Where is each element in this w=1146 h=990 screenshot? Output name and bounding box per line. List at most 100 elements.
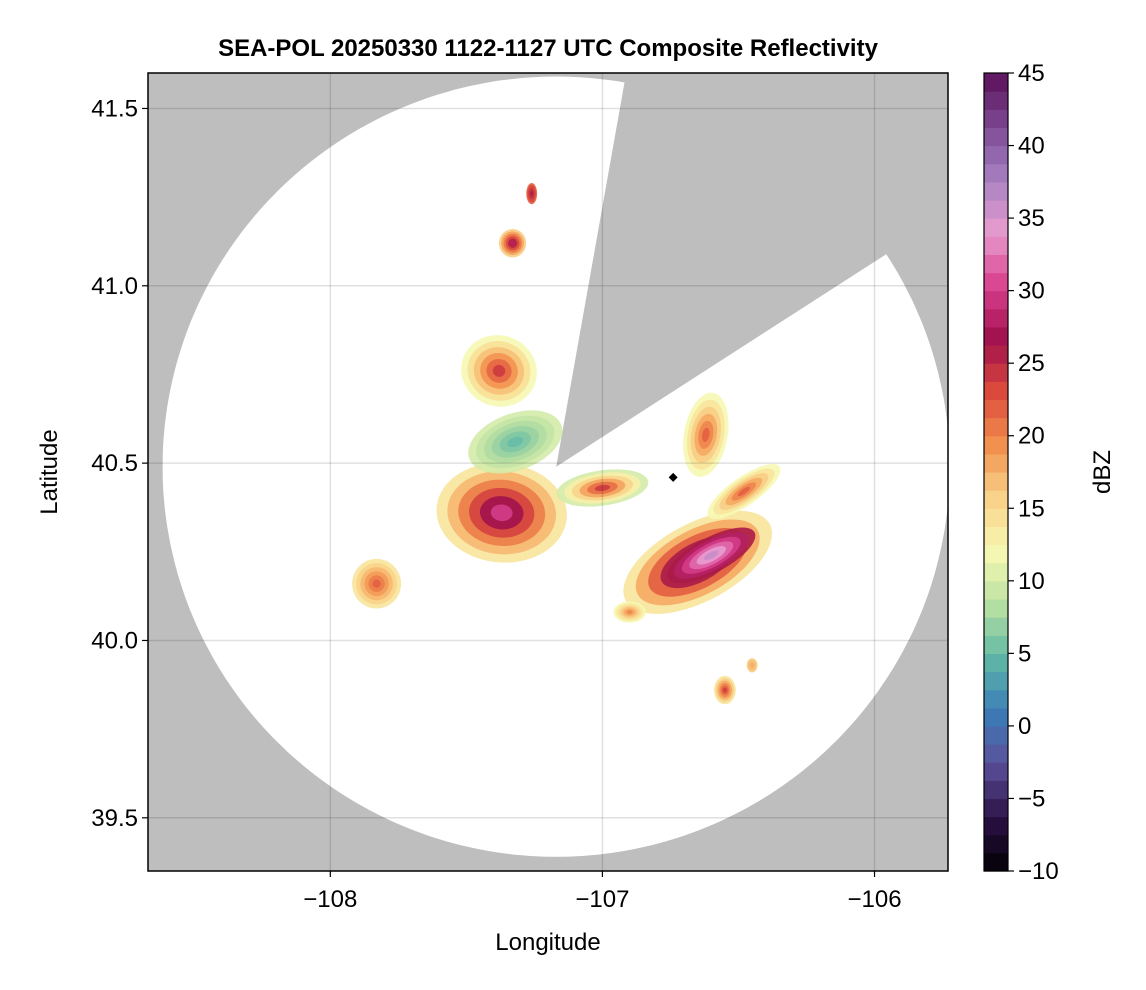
colorbar-step xyxy=(984,852,1008,872)
colorbar-tick-label: 40 xyxy=(1018,133,1045,160)
x-tick-label: −106 xyxy=(847,886,901,913)
colorbar-step xyxy=(984,417,1008,437)
colorbar-step xyxy=(984,653,1008,673)
echo-contour xyxy=(372,579,381,588)
echo-north-dot xyxy=(526,183,538,205)
colorbar-step xyxy=(984,744,1008,763)
echo-central-west xyxy=(436,462,567,563)
y-tick-label: 41.0 xyxy=(91,273,138,300)
site-marker xyxy=(668,472,678,482)
colorbar-step xyxy=(984,798,1008,818)
colorbar-step xyxy=(984,671,1008,691)
echo-contour xyxy=(510,240,515,246)
echo-contour xyxy=(751,664,753,667)
colorbar: −10 −5 0 5 10 15 20 25 30 35 40 45 dBZ xyxy=(983,60,1116,885)
colorbar-step xyxy=(984,580,1008,600)
colorbar-step xyxy=(984,109,1008,129)
colorbar-step xyxy=(984,472,1008,491)
x-tick-label: −107 xyxy=(575,886,629,913)
echo-contour xyxy=(737,486,751,497)
colorbar-step xyxy=(984,453,1008,473)
y-tick-label: 40.0 xyxy=(91,627,138,654)
plot-frame xyxy=(147,72,949,872)
echo-contour xyxy=(703,550,719,560)
colorbar-step xyxy=(984,526,1008,546)
echo-contour xyxy=(490,504,513,522)
echo-central-blue xyxy=(468,410,563,474)
colorbar-tick-label: 20 xyxy=(1018,423,1045,450)
echo-north-isolated xyxy=(498,229,527,258)
echo-south-cells xyxy=(714,675,736,705)
y-axis-ticks: 39.5 40.0 40.5 41.0 41.5 xyxy=(91,95,148,832)
plot-area xyxy=(148,73,948,871)
colorbar-tick-label: −10 xyxy=(1018,858,1059,885)
echo-center-east xyxy=(556,469,649,507)
chart-title: SEA-POL 20250330 1122-1127 UTC Composite… xyxy=(218,35,879,62)
colorbar-step xyxy=(984,181,1008,201)
echo-contour xyxy=(594,484,611,492)
colorbar-step xyxy=(984,254,1008,274)
colorbar-step xyxy=(984,834,1008,854)
colorbar-step xyxy=(984,127,1008,147)
colorbar-step xyxy=(984,544,1008,564)
colorbar-step xyxy=(984,598,1008,618)
colorbar-step xyxy=(984,435,1008,455)
colorbar-step xyxy=(984,617,1008,636)
colorbar-step xyxy=(984,145,1008,165)
colorbar-step xyxy=(984,308,1008,328)
colorbar-label: dBZ xyxy=(1089,450,1116,494)
colorbar-tick-label: 30 xyxy=(1018,278,1045,305)
colorbar-step xyxy=(984,290,1008,310)
y-tick-label: 41.5 xyxy=(91,95,138,122)
colorbar-steps xyxy=(984,73,1008,872)
colorbar-step xyxy=(984,490,1008,509)
reflectivity-echoes xyxy=(352,183,781,705)
colorbar-step xyxy=(984,199,1008,219)
echo-contour xyxy=(530,191,533,196)
site-marker-layer xyxy=(668,472,678,482)
colorbar-step xyxy=(984,399,1008,419)
colorbar-step xyxy=(984,363,1008,382)
colorbar-step xyxy=(984,725,1008,745)
colorbar-step xyxy=(984,326,1008,346)
colorbar-step xyxy=(984,345,1008,364)
y-axis-label: Latitude xyxy=(36,429,63,514)
echo-south-small xyxy=(746,658,758,673)
y-tick-label: 39.5 xyxy=(91,805,138,832)
echo-se-ne-arm xyxy=(707,463,781,520)
echo-contour xyxy=(723,687,727,693)
echo-contour xyxy=(507,436,524,448)
colorbar-ticks: −10 −5 0 5 10 15 20 25 30 35 40 45 xyxy=(1008,60,1059,885)
colorbar-step xyxy=(984,689,1008,709)
colorbar-step xyxy=(984,236,1008,255)
colorbar-tick-label: 35 xyxy=(1018,205,1045,232)
colorbar-step xyxy=(984,272,1008,292)
x-axis-ticks: −108 −107 −106 xyxy=(303,871,902,913)
colorbar-step xyxy=(984,218,1008,237)
colorbar-tick-label: 25 xyxy=(1018,350,1045,377)
colorbar-step xyxy=(984,816,1008,836)
colorbar-step xyxy=(984,635,1008,654)
colorbar-tick-label: 5 xyxy=(1018,640,1031,667)
echo-south-mid xyxy=(613,601,646,623)
grid-lines xyxy=(148,73,948,871)
colorbar-step xyxy=(984,381,1008,401)
echo-contour xyxy=(626,610,633,614)
echo-e-cluster xyxy=(683,392,729,477)
colorbar-tick-label: 0 xyxy=(1018,713,1031,740)
colorbar-step xyxy=(984,163,1008,183)
colorbar-tick-label: 45 xyxy=(1018,60,1045,87)
colorbar-tick-label: 10 xyxy=(1018,568,1045,595)
echo-north-band xyxy=(461,335,537,407)
colorbar-step xyxy=(984,508,1008,528)
y-tick-label: 40.5 xyxy=(91,450,138,477)
x-axis-label: Longitude xyxy=(495,929,600,956)
colorbar-step xyxy=(984,73,1008,92)
x-tick-label: −108 xyxy=(303,886,357,913)
colorbar-tick-label: 15 xyxy=(1018,495,1045,522)
echo-se-core xyxy=(667,527,756,584)
colorbar-step xyxy=(984,780,1008,800)
echo-contour xyxy=(702,427,710,442)
echo-contour xyxy=(492,364,506,377)
